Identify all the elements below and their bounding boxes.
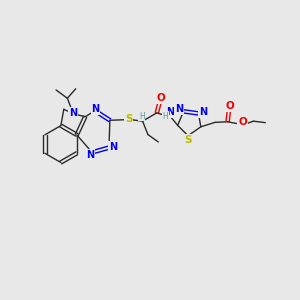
Text: N: N: [166, 107, 174, 117]
Text: O: O: [225, 101, 234, 111]
Text: S: S: [125, 114, 132, 124]
Text: N: N: [69, 108, 77, 118]
Text: N: N: [175, 104, 183, 114]
Text: N: N: [199, 107, 207, 117]
Text: S: S: [184, 135, 192, 145]
Text: O: O: [156, 93, 165, 103]
Text: H: H: [162, 112, 168, 121]
Text: N: N: [86, 150, 94, 160]
Text: N: N: [109, 142, 117, 152]
Text: N: N: [92, 104, 100, 114]
Text: H: H: [139, 112, 145, 121]
Text: O: O: [238, 117, 247, 127]
